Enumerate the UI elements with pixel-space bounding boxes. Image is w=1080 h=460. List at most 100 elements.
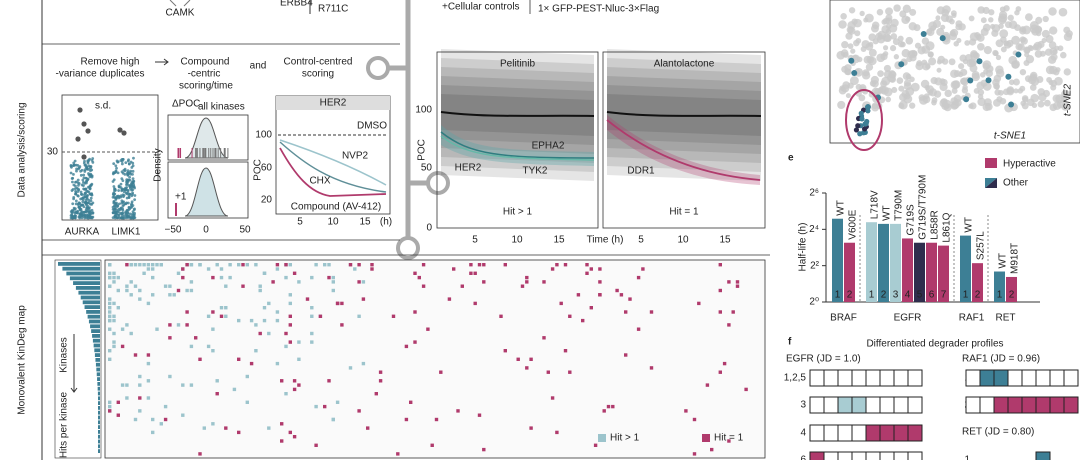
map-cell: [219, 267, 224, 271]
tsne-point: [1003, 40, 1009, 47]
map-cell: [168, 336, 172, 340]
tsne-highlight: [967, 77, 974, 84]
strip-point: [80, 204, 83, 207]
map-cell: [288, 301, 292, 306]
bar-label: V600E: [848, 209, 859, 239]
map-frame: [104, 259, 766, 459]
strip-point: [90, 158, 94, 162]
tsne-point: [842, 51, 849, 58]
map-cell: [206, 267, 211, 271]
curve: [279, 141, 387, 193]
tsne-point: [1057, 45, 1064, 52]
tsne-point: [1029, 84, 1037, 91]
y-tick-label: 2⁰: [809, 297, 819, 308]
map-cell: [370, 263, 374, 267]
row-label: 6: [800, 455, 806, 460]
map-cell: [284, 344, 288, 349]
tsne-point: [888, 24, 898, 33]
tsne-point: [1049, 47, 1058, 56]
map-cell: [482, 263, 486, 267]
tsne-point: [1046, 76, 1053, 83]
map-cell: [624, 310, 628, 314]
map-cell: [224, 306, 228, 310]
map-cell: [340, 323, 344, 327]
map-cell: [611, 404, 615, 409]
map-cell: [529, 426, 533, 430]
tsne-highlight: [898, 61, 905, 68]
tsne-point: [927, 51, 934, 58]
tsne-point: [1047, 55, 1057, 64]
strip-point: [113, 207, 117, 211]
tsne-point: [933, 90, 942, 98]
tsne-point: [877, 87, 884, 93]
map-cell: [649, 310, 654, 314]
strip-point: [88, 213, 92, 217]
strip-point: [114, 170, 118, 173]
hits-bar: [75, 286, 100, 290]
strip-point: [71, 202, 75, 206]
strip-point: [85, 196, 89, 199]
map-cell: [288, 340, 292, 344]
map-cell: [598, 267, 602, 271]
map-cell: [237, 263, 241, 267]
hits-bar: [98, 434, 100, 439]
hits-bar: [95, 358, 100, 362]
step-label: scoring/time: [179, 81, 233, 92]
map-cell: [219, 306, 224, 310]
tsne-point: [919, 95, 928, 105]
map-cell: [404, 344, 409, 349]
y-tick-label: 2⁴: [809, 224, 819, 235]
tsne-point: [868, 48, 877, 57]
profile-cell: [823, 424, 839, 442]
map-cell: [116, 306, 120, 310]
map-cell: [731, 310, 735, 314]
tsne-point: [914, 42, 922, 49]
tsne-point: [1044, 99, 1051, 107]
tsne-point: [988, 17, 994, 23]
map-cell: [469, 271, 473, 275]
map-cell: [155, 327, 159, 331]
strip-point: [82, 213, 85, 217]
strip-point: [72, 172, 75, 176]
map-cell: [125, 284, 129, 288]
profile-cell: [893, 451, 909, 460]
row-label: 1,2,5: [784, 373, 807, 384]
tsne-point: [1007, 14, 1014, 21]
map-cell: [305, 297, 310, 301]
step-label: Compound: [181, 57, 230, 68]
map-cell: [280, 379, 284, 383]
tsne-point: [908, 22, 917, 31]
tsne-point: [977, 93, 984, 100]
step-label: -variance duplicates: [56, 69, 145, 80]
map-cell: [722, 361, 727, 366]
strip-point: [72, 197, 76, 201]
map-cell: [189, 263, 194, 267]
tsne-point: [995, 54, 1002, 61]
label: ΔPOC: [172, 99, 200, 110]
map-cell: [108, 310, 112, 314]
label: RET (JD = 0.80): [962, 427, 1034, 438]
map-cell: [224, 314, 228, 318]
bar: [866, 222, 877, 302]
map-cell: [108, 357, 112, 361]
map-cell: [292, 387, 297, 392]
strip-point: [117, 189, 121, 192]
map-cell: [323, 263, 327, 267]
density-curve: [184, 117, 229, 159]
map-cell: [112, 275, 116, 280]
strip-point: [87, 207, 91, 210]
strip-point: [90, 168, 94, 172]
tsne-point: [1015, 6, 1022, 12]
map-cell: [120, 344, 125, 349]
map-cell: [593, 443, 598, 447]
strip-point: [81, 200, 85, 204]
profile-cell: [865, 424, 881, 442]
map-cell: [219, 314, 224, 318]
strip-point: [115, 166, 118, 170]
label: ERBB4: [280, 0, 313, 9]
strip-point: [74, 192, 77, 196]
label: R711C: [318, 4, 348, 15]
label: (h): [380, 217, 392, 228]
map-cell: [288, 430, 292, 435]
map-cell: [211, 275, 215, 280]
